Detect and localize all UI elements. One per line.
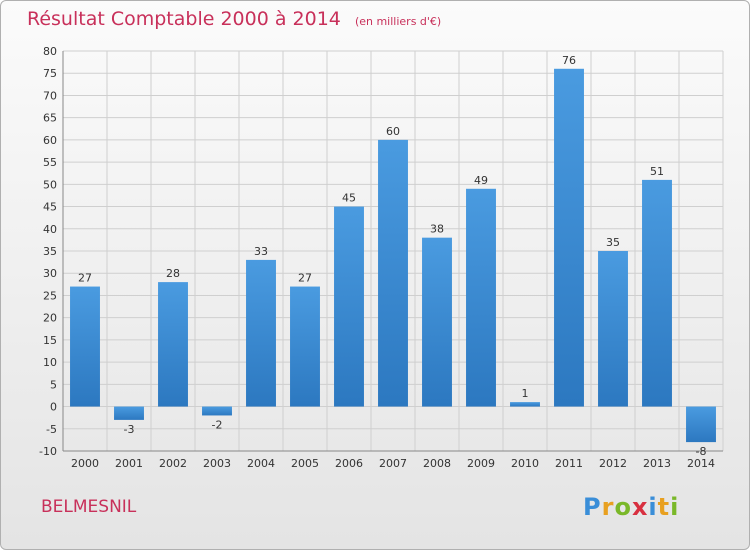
bar bbox=[554, 68, 584, 407]
chart-subtitle: (en milliers d'€) bbox=[354, 15, 442, 28]
bar bbox=[246, 259, 276, 407]
x-tick-label: 2010 bbox=[511, 457, 539, 470]
logo-letter: t bbox=[657, 493, 671, 521]
data-label: 60 bbox=[386, 125, 400, 138]
y-tick-label: 35 bbox=[43, 245, 57, 258]
data-label: -2 bbox=[212, 418, 223, 431]
chart-title: Résultat Comptable 2000 à 2014 (en milli… bbox=[27, 8, 441, 30]
data-label: 35 bbox=[606, 236, 620, 249]
y-tick-label: 25 bbox=[43, 289, 57, 302]
y-tick-label: 40 bbox=[43, 223, 57, 236]
bar bbox=[642, 179, 672, 407]
x-tick-label: 2006 bbox=[335, 457, 363, 470]
x-tick-label: 2014 bbox=[687, 457, 715, 470]
x-tick-label: 2004 bbox=[247, 457, 275, 470]
bar bbox=[510, 402, 540, 407]
y-tick-label: -5 bbox=[46, 423, 57, 436]
y-tick-label: 45 bbox=[43, 201, 57, 214]
logo-letter: o bbox=[614, 493, 632, 521]
chart-title-text: Résultat Comptable 2000 à 2014 bbox=[27, 8, 341, 30]
bar bbox=[334, 206, 364, 407]
data-label: 38 bbox=[430, 223, 444, 236]
data-label: 1 bbox=[522, 387, 529, 400]
data-label: -3 bbox=[124, 423, 135, 436]
x-tick-label: 2007 bbox=[379, 457, 407, 470]
bar bbox=[598, 251, 628, 407]
data-label: 33 bbox=[254, 245, 268, 258]
y-tick-label: 75 bbox=[43, 67, 57, 80]
x-tick-label: 2011 bbox=[555, 457, 583, 470]
logo-letter: i bbox=[648, 493, 658, 521]
data-label: 27 bbox=[78, 272, 92, 285]
y-tick-label: 80 bbox=[43, 45, 57, 58]
y-tick-label: 70 bbox=[43, 89, 57, 102]
y-tick-label: 65 bbox=[43, 112, 57, 125]
data-label: 51 bbox=[650, 165, 664, 178]
logo-letter: r bbox=[601, 493, 615, 521]
data-label: 49 bbox=[474, 174, 488, 187]
data-label: 76 bbox=[562, 54, 576, 67]
bar bbox=[686, 406, 716, 443]
logo-letter: P bbox=[583, 493, 602, 521]
logo-letter: x bbox=[631, 493, 649, 521]
x-tick-label: 2008 bbox=[423, 457, 451, 470]
proxiti-logo: Proxiti bbox=[583, 493, 679, 521]
data-label: 28 bbox=[166, 267, 180, 280]
bar bbox=[378, 139, 408, 407]
y-tick-label: 30 bbox=[43, 267, 57, 280]
y-tick-label: 60 bbox=[43, 134, 57, 147]
y-tick-label: 10 bbox=[43, 356, 57, 369]
x-tick-label: 2000 bbox=[71, 457, 99, 470]
bar bbox=[114, 406, 144, 420]
x-tick-label: 2012 bbox=[599, 457, 627, 470]
bar bbox=[70, 286, 100, 407]
logo-letter: i bbox=[670, 493, 680, 521]
data-label: -8 bbox=[696, 445, 707, 458]
y-tick-label: 0 bbox=[50, 401, 57, 414]
bar bbox=[290, 286, 320, 407]
y-tick-label: -10 bbox=[39, 445, 57, 458]
y-tick-label: 50 bbox=[43, 178, 57, 191]
data-label: 27 bbox=[298, 272, 312, 285]
x-tick-label: 2005 bbox=[291, 457, 319, 470]
x-tick-label: 2009 bbox=[467, 457, 495, 470]
x-tick-label: 2001 bbox=[115, 457, 143, 470]
y-tick-label: 5 bbox=[50, 378, 57, 391]
bar bbox=[422, 237, 452, 407]
y-tick-label: 15 bbox=[43, 334, 57, 347]
commune-name: BELMESNIL bbox=[41, 497, 137, 517]
x-tick-label: 2002 bbox=[159, 457, 187, 470]
data-label: 45 bbox=[342, 192, 356, 205]
bar bbox=[202, 406, 232, 416]
y-tick-label: 55 bbox=[43, 156, 57, 169]
bar bbox=[466, 188, 496, 407]
bar bbox=[158, 282, 188, 407]
x-tick-label: 2013 bbox=[643, 457, 671, 470]
x-tick-label: 2003 bbox=[203, 457, 231, 470]
y-tick-label: 20 bbox=[43, 312, 57, 325]
